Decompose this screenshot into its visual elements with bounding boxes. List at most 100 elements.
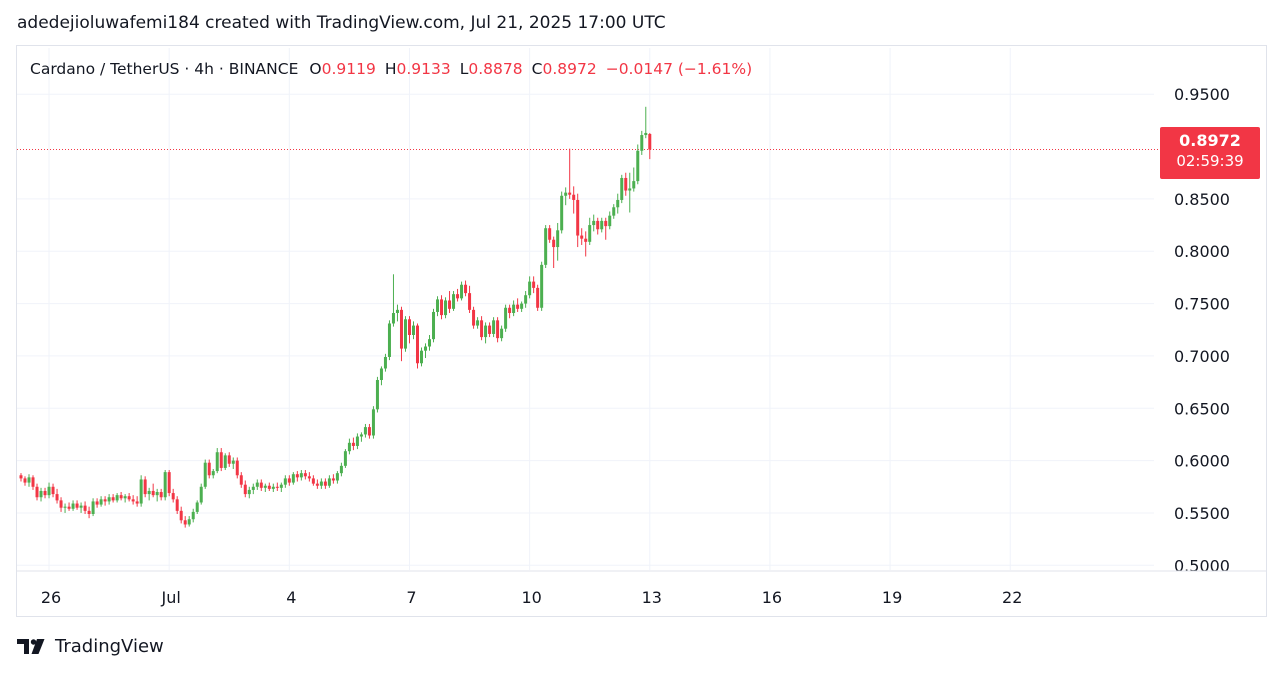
x-tick-label: 22 bbox=[1002, 588, 1022, 607]
candle bbox=[536, 284, 540, 311]
candle bbox=[452, 291, 456, 311]
candle-body bbox=[407, 319, 411, 335]
candle-body bbox=[387, 323, 391, 357]
price-axis[interactable]: 0.9500 0.8500 0.8000 0.7500 0.7000 0.6500 0.60… bbox=[1174, 85, 1230, 575]
candle bbox=[191, 508, 195, 523]
candle-body bbox=[43, 490, 47, 496]
candle-body bbox=[420, 350, 423, 364]
candle-body bbox=[179, 510, 183, 521]
candle bbox=[600, 217, 604, 233]
candle bbox=[59, 497, 63, 512]
open-label: O bbox=[309, 60, 322, 78]
candle-body bbox=[83, 505, 87, 511]
candle-body bbox=[379, 368, 383, 381]
candle-body bbox=[67, 506, 71, 509]
candle bbox=[307, 472, 311, 482]
candle bbox=[311, 475, 315, 486]
candle bbox=[323, 478, 327, 489]
x-tick-label: 10 bbox=[521, 588, 541, 607]
y-tick-label: 0.7500 bbox=[1174, 295, 1230, 314]
candle-body bbox=[263, 485, 267, 488]
candle bbox=[484, 322, 488, 344]
candle bbox=[379, 366, 383, 386]
candle bbox=[411, 321, 415, 340]
candle-body bbox=[191, 511, 195, 520]
candle-body bbox=[476, 320, 480, 326]
candle-body bbox=[576, 199, 580, 236]
candle-body bbox=[327, 478, 331, 486]
candle bbox=[147, 487, 151, 501]
candle-body bbox=[55, 494, 59, 501]
candle-body bbox=[472, 309, 476, 326]
candle bbox=[420, 347, 423, 367]
candle-body bbox=[395, 309, 399, 314]
candle-body bbox=[608, 215, 612, 227]
open-value: 0.9119 bbox=[321, 60, 376, 78]
candle-body bbox=[480, 320, 484, 338]
candle bbox=[91, 498, 95, 517]
candle bbox=[464, 280, 468, 297]
candle bbox=[103, 496, 107, 506]
candle bbox=[580, 228, 584, 245]
candle-body bbox=[452, 294, 456, 309]
candle-body bbox=[135, 501, 139, 504]
candle bbox=[251, 483, 255, 495]
candle-body bbox=[155, 492, 159, 496]
candle bbox=[351, 437, 355, 451]
candle-body bbox=[375, 380, 379, 410]
x-tick-label: 4 bbox=[286, 588, 296, 607]
candle bbox=[239, 472, 243, 488]
candle bbox=[211, 468, 215, 479]
candle bbox=[127, 493, 131, 502]
candle-body bbox=[287, 478, 291, 483]
candle-body bbox=[440, 299, 444, 316]
candle-body bbox=[211, 471, 215, 476]
candle-body bbox=[383, 356, 387, 369]
candle-body bbox=[195, 502, 199, 512]
candle bbox=[223, 453, 227, 471]
candle bbox=[407, 316, 411, 344]
candle-body bbox=[568, 192, 572, 195]
time-axis[interactable]: 26 Jul 4 7 10 13 16 19 22 bbox=[17, 570, 1266, 607]
close-value: 0.8972 bbox=[542, 60, 597, 78]
candle bbox=[95, 498, 99, 508]
candle bbox=[395, 304, 399, 322]
chart-frame[interactable] bbox=[16, 45, 1267, 617]
candle bbox=[175, 496, 179, 514]
candle-body bbox=[624, 177, 628, 191]
candle bbox=[19, 473, 23, 482]
candle-body bbox=[187, 519, 191, 525]
x-tick-label: 13 bbox=[642, 588, 662, 607]
candle-body bbox=[147, 490, 151, 495]
candle-body bbox=[199, 486, 203, 503]
symbol-label[interactable]: Cardano / TetherUS · 4h · BINANCE bbox=[30, 60, 299, 78]
candle-body bbox=[175, 499, 179, 511]
y-tick-label: 0.8500 bbox=[1174, 190, 1230, 209]
candle bbox=[500, 325, 504, 342]
candle bbox=[123, 494, 127, 503]
candle-body bbox=[251, 486, 255, 490]
ohlc-legend: Cardano / TetherUS · 4h · BINANCE O0.9119… bbox=[30, 60, 761, 78]
candle-body bbox=[564, 192, 568, 196]
candle bbox=[283, 475, 287, 488]
x-tick-label: 19 bbox=[882, 588, 902, 607]
candle bbox=[287, 475, 291, 486]
candle bbox=[71, 500, 75, 511]
candle-body bbox=[119, 495, 123, 499]
candle-body bbox=[359, 434, 363, 437]
candle bbox=[544, 225, 548, 268]
candle-body bbox=[612, 207, 616, 216]
candle-body bbox=[267, 485, 271, 489]
candle bbox=[371, 406, 375, 439]
candle bbox=[592, 214, 596, 232]
candle bbox=[187, 516, 191, 527]
candle bbox=[267, 482, 271, 491]
candle bbox=[75, 500, 79, 510]
footer-logo[interactable]: TradingView bbox=[17, 636, 164, 657]
candle bbox=[648, 132, 652, 160]
candle-body bbox=[496, 320, 500, 339]
candle-body bbox=[163, 472, 167, 498]
candle-body bbox=[468, 293, 472, 310]
candle bbox=[291, 472, 295, 485]
